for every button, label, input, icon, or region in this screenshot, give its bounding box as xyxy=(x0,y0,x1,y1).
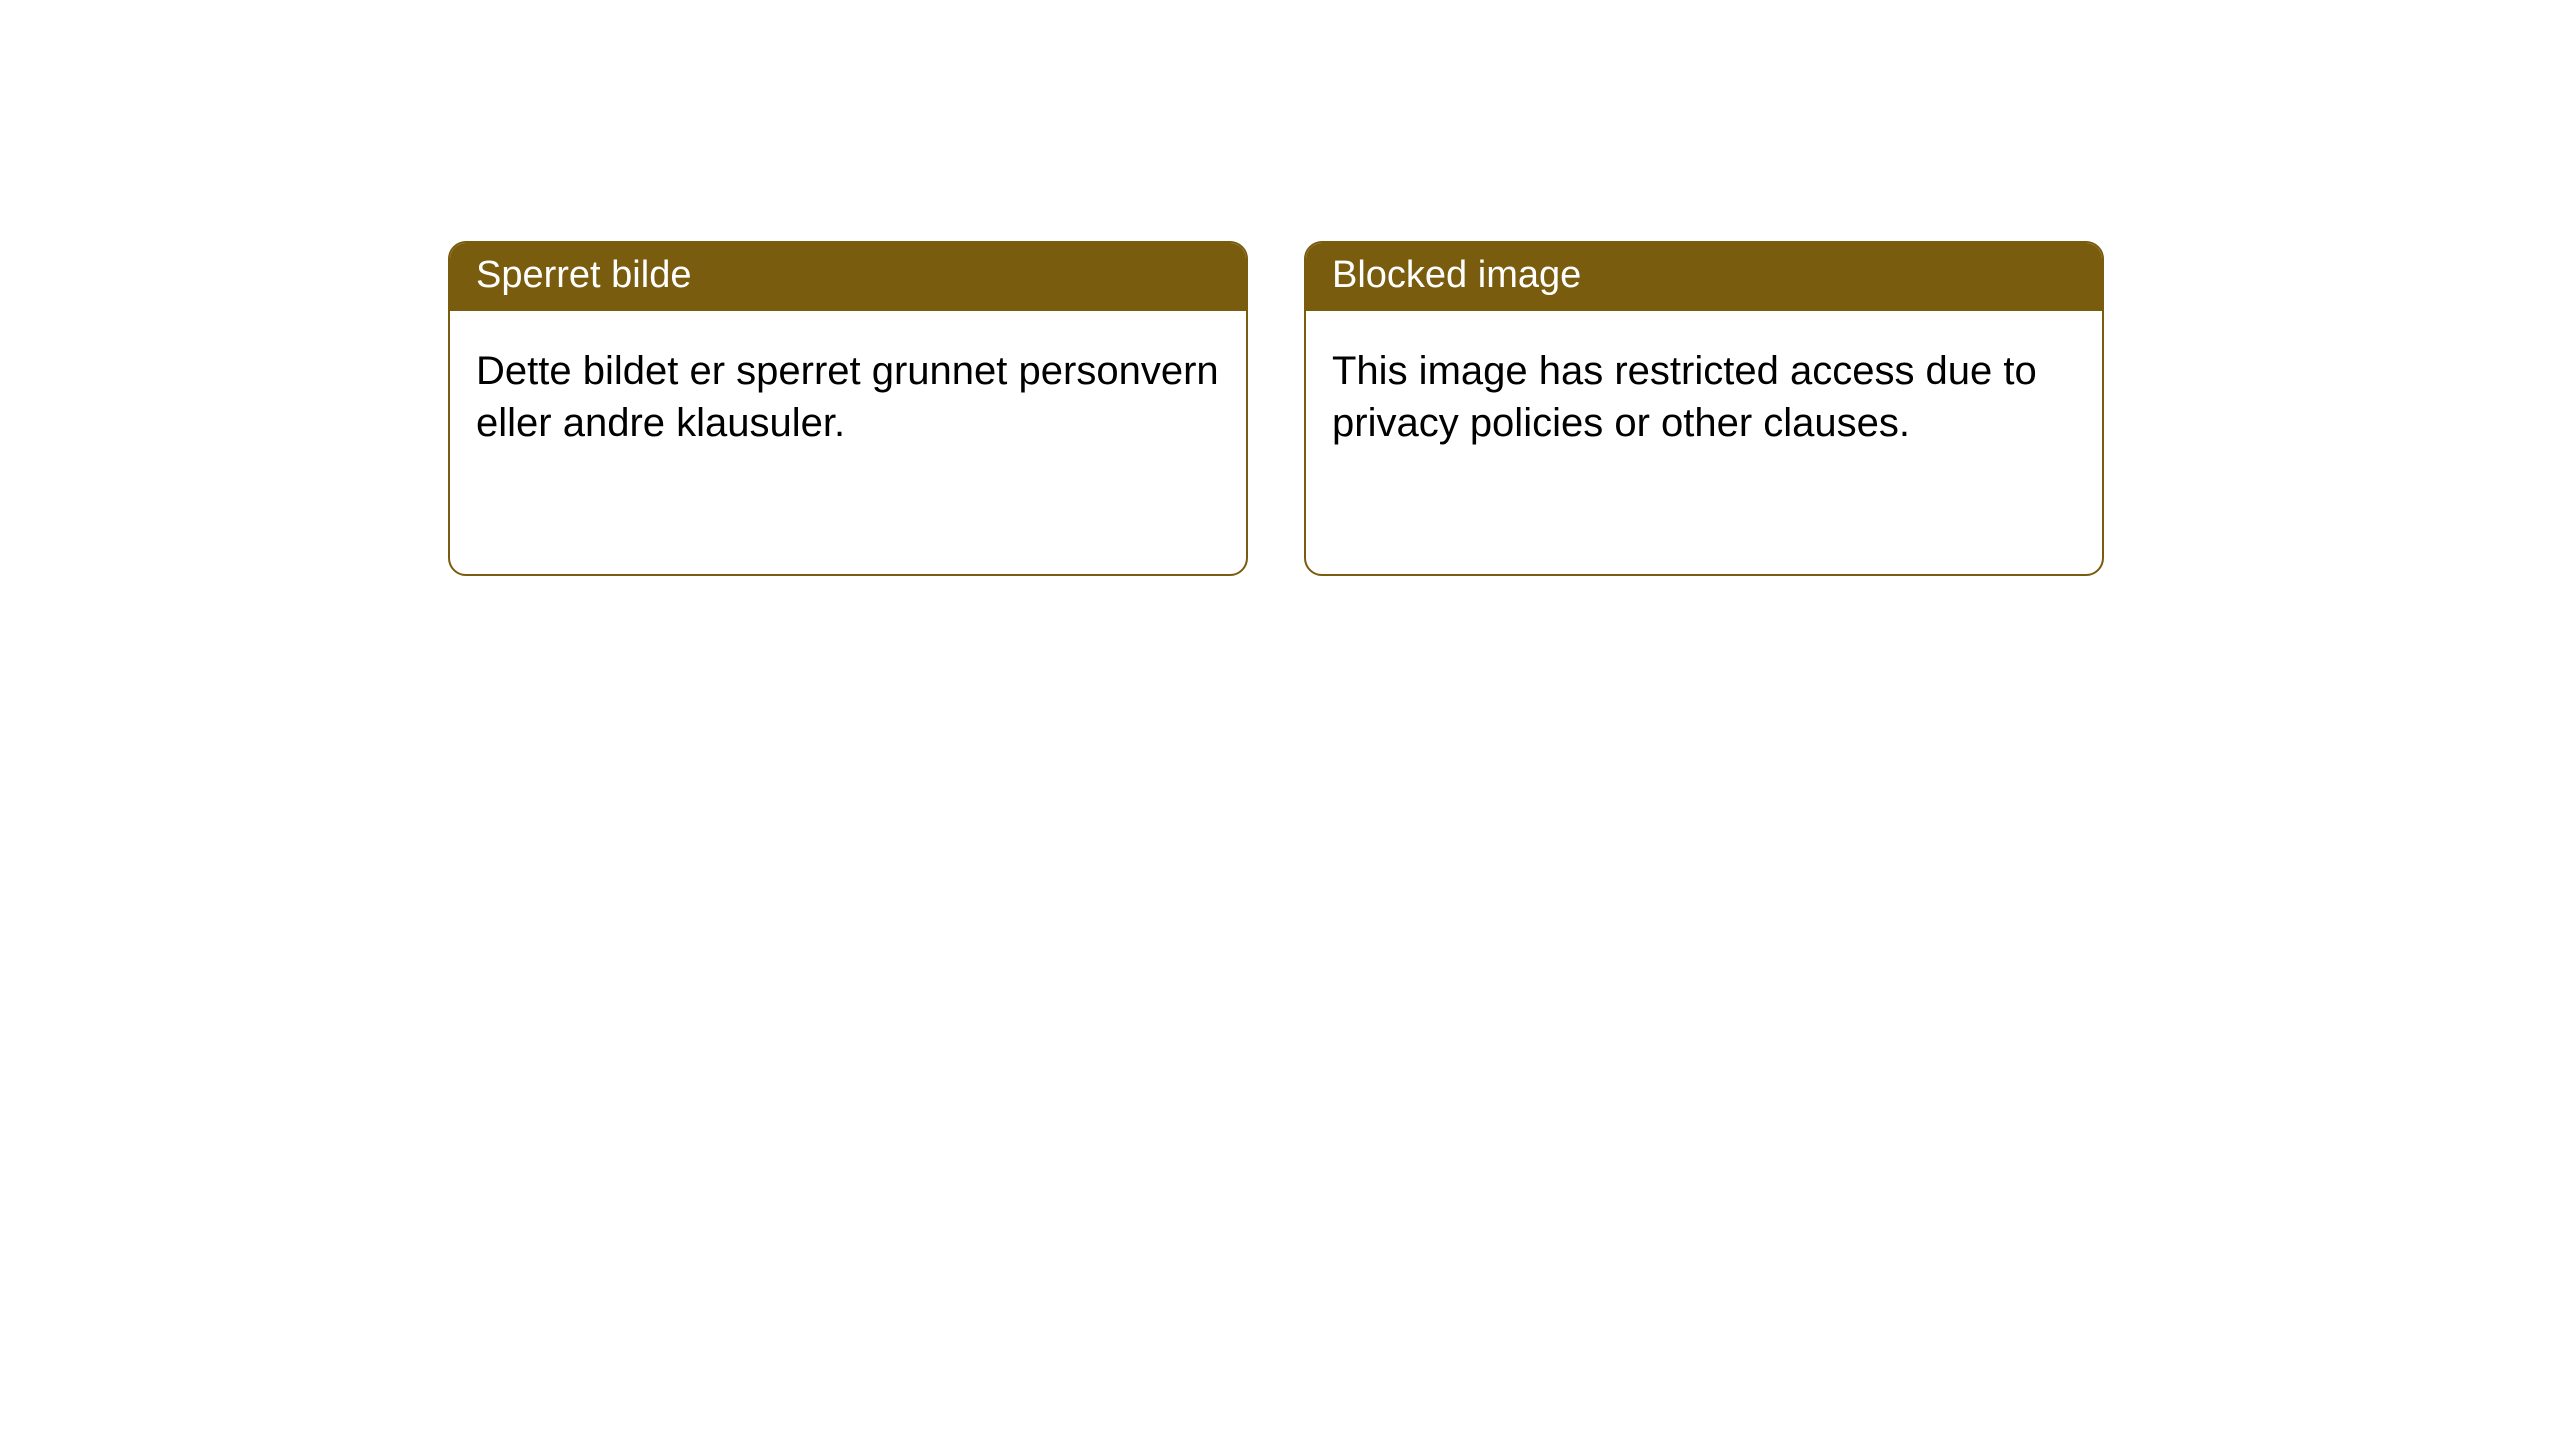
notice-card-english: Blocked image This image has restricted … xyxy=(1304,241,2104,576)
notice-card-norwegian: Sperret bilde Dette bildet er sperret gr… xyxy=(448,241,1248,576)
card-header: Blocked image xyxy=(1306,243,2102,311)
card-title: Sperret bilde xyxy=(476,254,691,296)
card-body: Dette bildet er sperret grunnet personve… xyxy=(450,311,1246,483)
card-body: This image has restricted access due to … xyxy=(1306,311,2102,483)
card-header: Sperret bilde xyxy=(450,243,1246,311)
card-body-text: This image has restricted access due to … xyxy=(1332,349,2037,445)
notice-container: Sperret bilde Dette bildet er sperret gr… xyxy=(0,0,2560,576)
card-title: Blocked image xyxy=(1332,254,1581,296)
card-body-text: Dette bildet er sperret grunnet personve… xyxy=(476,349,1219,445)
